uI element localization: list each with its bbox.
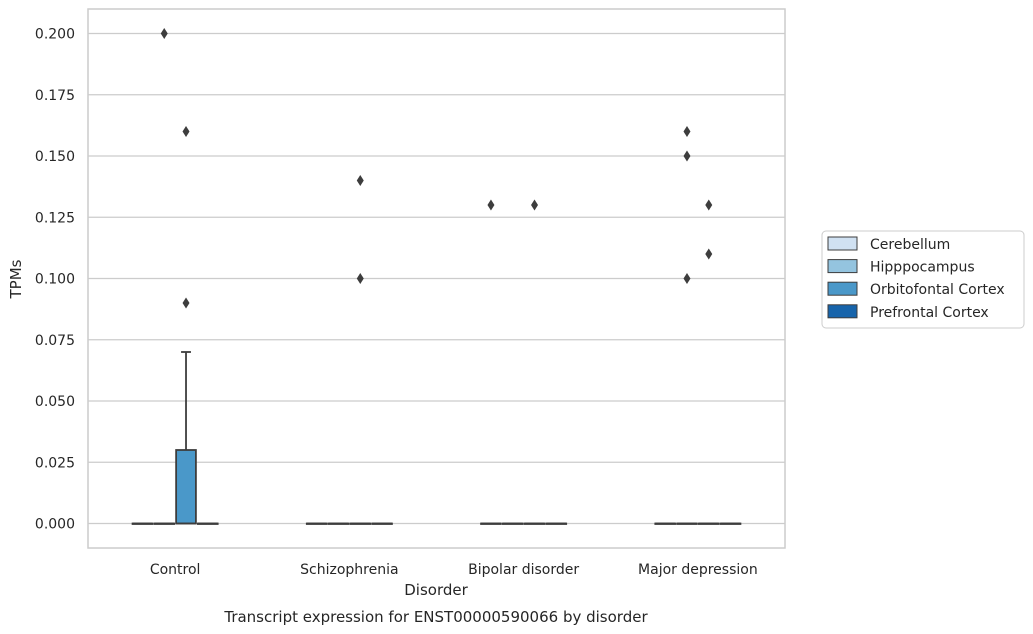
y-tick-label: 0.025 (35, 455, 75, 471)
y-tick-label: 0.125 (35, 210, 75, 226)
y-tick-label: 0.200 (35, 27, 75, 43)
y-tick-label: 0.100 (35, 272, 75, 288)
outlier-point (356, 175, 364, 186)
box-series (131, 351, 742, 525)
legend-swatch (827, 304, 858, 319)
y-tick-label: 0.000 (35, 517, 75, 533)
outlier-point (531, 199, 539, 211)
x-axis-label: Disorder (404, 581, 468, 599)
y-tick-label: 0.075 (35, 333, 75, 349)
y-tick-label: 0.050 (35, 394, 75, 410)
x-tick-label: Control (150, 562, 201, 578)
y-tick-label: 0.175 (35, 88, 75, 104)
outlier-point (356, 273, 364, 284)
outlier-point (182, 126, 190, 137)
y-tick-label: 0.150 (35, 149, 75, 165)
outlier-point (705, 248, 713, 260)
outlier-point (683, 273, 691, 284)
x-tick-label: Bipolar disorder (468, 562, 579, 578)
outlier-point (683, 126, 691, 137)
x-tick-label: Major depression (638, 562, 758, 578)
plot-frame (87, 8, 786, 549)
y-tick-labels: 0.000 0.025 0.050 0.075 0.100 0.125 0.150 0.175… (35, 27, 75, 533)
legend-label: Orbitofontal Cortex (870, 282, 1005, 298)
outlier-point (160, 28, 168, 39)
outlier-markers (160, 28, 713, 309)
legend: Cerebellum Hipppocampus Orbitofontal Corte… (821, 230, 1025, 329)
legend-label: Cerebellum (870, 237, 950, 253)
legend-label: Hipppocampus (870, 260, 975, 276)
legend-swatch (827, 236, 858, 251)
legend-frame (821, 230, 1025, 329)
chart-caption: Transcript expression for ENST0000059006… (223, 608, 648, 626)
x-tick-label: Schizophrenia (300, 562, 398, 578)
legend-label: Prefrontal Cortex (870, 305, 989, 321)
outlier-point (182, 297, 190, 309)
y-gridlines (88, 32, 785, 525)
legend-swatch (827, 281, 858, 296)
y-axis-label: TPMs (7, 259, 25, 299)
box (175, 449, 197, 525)
outlier-point (487, 199, 495, 211)
legend-swatch (827, 259, 858, 274)
outlier-point (705, 199, 713, 211)
x-tick-labels: Control Schizophrenia Bipolar disorder Majo… (150, 562, 758, 578)
outlier-point (683, 150, 691, 162)
